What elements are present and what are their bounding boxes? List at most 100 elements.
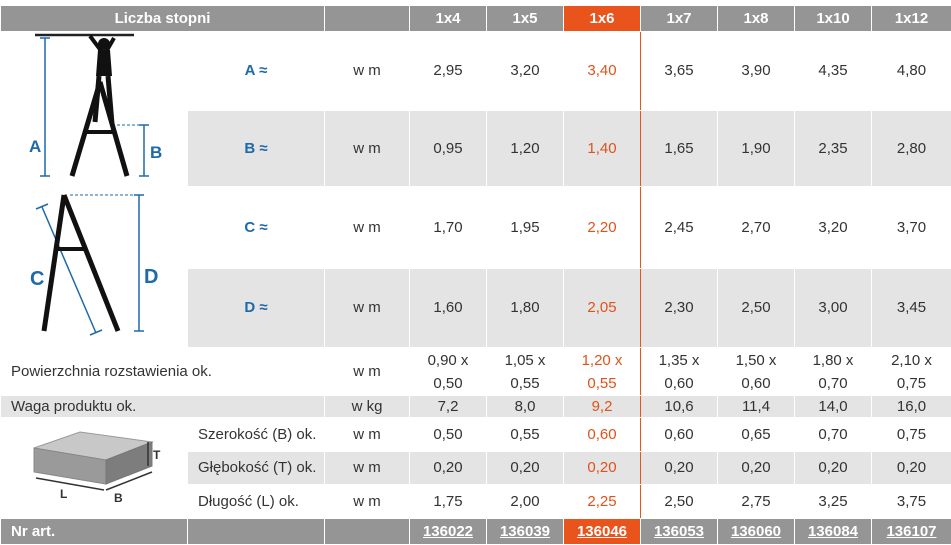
dim-label-c: C ≈ — [188, 187, 325, 269]
value-cell: 0,20 — [872, 452, 951, 484]
value-cell: 3,20 — [795, 187, 872, 269]
unit-cell: w m — [325, 418, 410, 452]
footprint-bottom: 0,60 — [664, 375, 693, 392]
value-cell: 0,20 — [410, 452, 487, 484]
value-cell: 0,75 — [872, 418, 951, 452]
value-cell: 0,20 — [718, 452, 795, 484]
header-col: 1x12 — [872, 6, 951, 32]
value-cell: 0,55 — [487, 418, 564, 452]
footprint-top: 1,50 x — [736, 352, 777, 369]
value-cell: 1,60 — [410, 268, 487, 347]
value-cell: 0,65 — [718, 418, 795, 452]
value-cell: 2,50 — [641, 484, 718, 518]
value-cell: 1,20 — [487, 110, 564, 186]
footprint-top: 1,35 x — [659, 352, 700, 369]
value-cell: 0,50 — [410, 418, 487, 452]
footprint-top: 0,90 x — [428, 352, 469, 369]
footprint-top: 1,20 x — [582, 352, 623, 369]
value-cell: 0,20 — [641, 452, 718, 484]
diagram-letter-t: T — [153, 448, 161, 462]
value-cell: 3,25 — [795, 484, 872, 518]
diagram-letter-c: C — [30, 268, 44, 290]
unit-cell: w m — [325, 484, 410, 518]
value-cell: 2,00 — [487, 484, 564, 518]
footprint-top: 1,80 x — [813, 352, 854, 369]
header-col: 1x5 — [487, 6, 564, 32]
value-cell: 4,80 — [872, 32, 951, 111]
article-number-link[interactable]: 136039 — [487, 519, 564, 545]
article-number-link[interactable]: 136107 — [872, 519, 951, 545]
header-unit-blank — [325, 6, 410, 32]
value-cell: 2,80 — [872, 110, 951, 186]
unit-cell: w kg — [325, 396, 410, 418]
footprint-value-cell: 1,80 x 0,70 — [795, 348, 872, 396]
package-diagram: T L B — [1, 418, 188, 519]
header-row: Liczba stopni 1x4 1x5 1x6 1x7 1x8 1x10 1… — [1, 6, 951, 32]
footprint-top: 2,10 x — [891, 352, 932, 369]
weight-row: Waga produktu ok. w kg 7,2 8,0 9,2 10,6 … — [1, 396, 951, 418]
article-number-link-highlight[interactable]: 136046 — [564, 519, 641, 545]
footprint-top: 1,05 x — [505, 352, 546, 369]
article-number-link[interactable]: 136022 — [410, 519, 487, 545]
value-cell: 1,75 — [410, 484, 487, 518]
footprint-bottom: 0,55 — [510, 375, 539, 392]
dim-label-a: A ≈ — [188, 32, 325, 111]
value-cell-highlight: 0,60 — [564, 418, 641, 452]
article-number-link[interactable]: 136053 — [641, 519, 718, 545]
value-cell: 3,70 — [872, 187, 951, 269]
header-col: 1x4 — [410, 6, 487, 32]
ladder-folded-diagram: D C — [1, 187, 188, 348]
header-col-highlight: 1x6 — [564, 6, 641, 32]
value-cell: 2,95 — [410, 32, 487, 111]
article-number-link[interactable]: 136084 — [795, 519, 872, 545]
value-cell: 4,35 — [795, 32, 872, 111]
unit-cell: w m — [325, 32, 410, 111]
package-label-length: Długość (L) ok. — [188, 484, 325, 518]
footprint-value-cell: 1,50 x 0,60 — [718, 348, 795, 396]
value-cell: 8,0 — [487, 396, 564, 418]
footprint-bottom: 0,60 — [741, 375, 770, 392]
ladder-standing-diagram: A B — [1, 32, 188, 187]
package-box-diagram-svg: T L B — [2, 418, 187, 514]
value-cell: 2,75 — [718, 484, 795, 518]
value-cell: 2,70 — [718, 187, 795, 269]
unit-cell: w m — [325, 348, 410, 396]
value-cell: 1,70 — [410, 187, 487, 269]
value-cell: 0,95 — [410, 110, 487, 186]
value-cell: 0,20 — [795, 452, 872, 484]
ladder-spec-table: Liczba stopni 1x4 1x5 1x6 1x7 1x8 1x10 1… — [0, 5, 951, 545]
unit-cell: w m — [325, 452, 410, 484]
unit-cell: w m — [325, 187, 410, 269]
dim-row-a: A B A ≈ w m 2,95 3,20 3,4 — [1, 32, 951, 111]
value-cell: 3,00 — [795, 268, 872, 347]
value-cell: 2,30 — [641, 268, 718, 347]
footprint-value-cell: 1,35 x 0,60 — [641, 348, 718, 396]
footprint-row: Powierzchnia rozstawienia ok. w m 0,90 x… — [1, 348, 951, 396]
value-cell: 1,80 — [487, 268, 564, 347]
value-cell: 0,20 — [487, 452, 564, 484]
dim-label-d: D ≈ — [188, 268, 325, 347]
value-cell: 1,95 — [487, 187, 564, 269]
article-number-link[interactable]: 136060 — [718, 519, 795, 545]
package-label-depth: Głębokość (T) ok. — [188, 452, 325, 484]
value-cell-highlight: 0,20 — [564, 452, 641, 484]
value-cell: 2,50 — [718, 268, 795, 347]
footprint-bottom: 0,70 — [818, 375, 847, 392]
footprint-value-cell: 1,05 x 0,55 — [487, 348, 564, 396]
diagram-letter-w: B — [114, 491, 123, 505]
footprint-label: Powierzchnia rozstawienia ok. — [1, 348, 325, 396]
dim-label-b: B ≈ — [188, 110, 325, 186]
header-col: 1x8 — [718, 6, 795, 32]
dim-row-c: D C C ≈ w m 1,70 1,95 2,20 2,45 2,70 3,2… — [1, 187, 951, 269]
value-cell: 0,70 — [795, 418, 872, 452]
diagram-letter-b: B — [150, 143, 162, 162]
package-row-width: T L B Szerokość (B) ok. w m 0,50 0,55 0,… — [1, 418, 951, 452]
value-cell: 16,0 — [872, 396, 951, 418]
value-cell-highlight: 2,25 — [564, 484, 641, 518]
value-cell: 2,45 — [641, 187, 718, 269]
header-col: 1x10 — [795, 6, 872, 32]
value-cell: 3,45 — [872, 268, 951, 347]
